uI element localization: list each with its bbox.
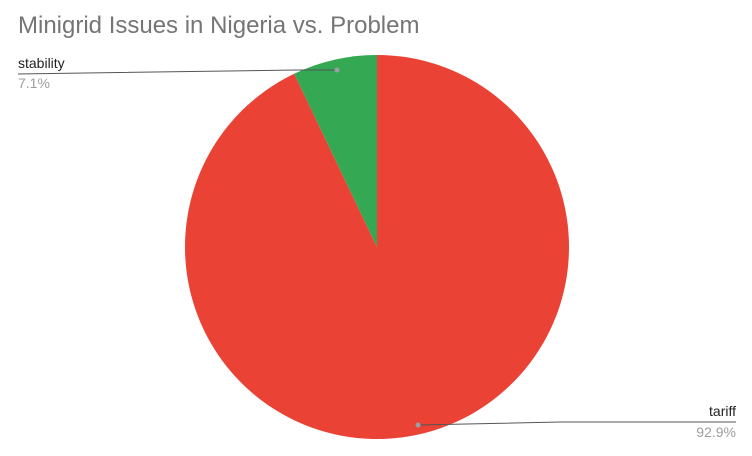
leader-dot-tariff xyxy=(415,422,421,428)
callout-stability: stability 7.1% xyxy=(17,55,340,91)
callout-tariff: tariff 92.9% xyxy=(415,403,736,440)
leader-line-stability xyxy=(17,69,337,75)
pie-slices xyxy=(185,55,570,440)
leader-line-tariff xyxy=(417,421,736,426)
chart-title: Minigrid Issues in Nigeria vs. Problem xyxy=(18,12,420,39)
leader-dot-stability xyxy=(334,67,340,73)
slice-percent-tariff: 92.9% xyxy=(696,424,736,440)
slice-label-tariff: tariff xyxy=(709,403,736,419)
pie-slice-tariff xyxy=(185,55,570,440)
slice-label-stability: stability xyxy=(18,55,65,71)
slice-percent-stability: 7.1% xyxy=(18,75,50,91)
pie-slice-stability xyxy=(294,55,377,247)
